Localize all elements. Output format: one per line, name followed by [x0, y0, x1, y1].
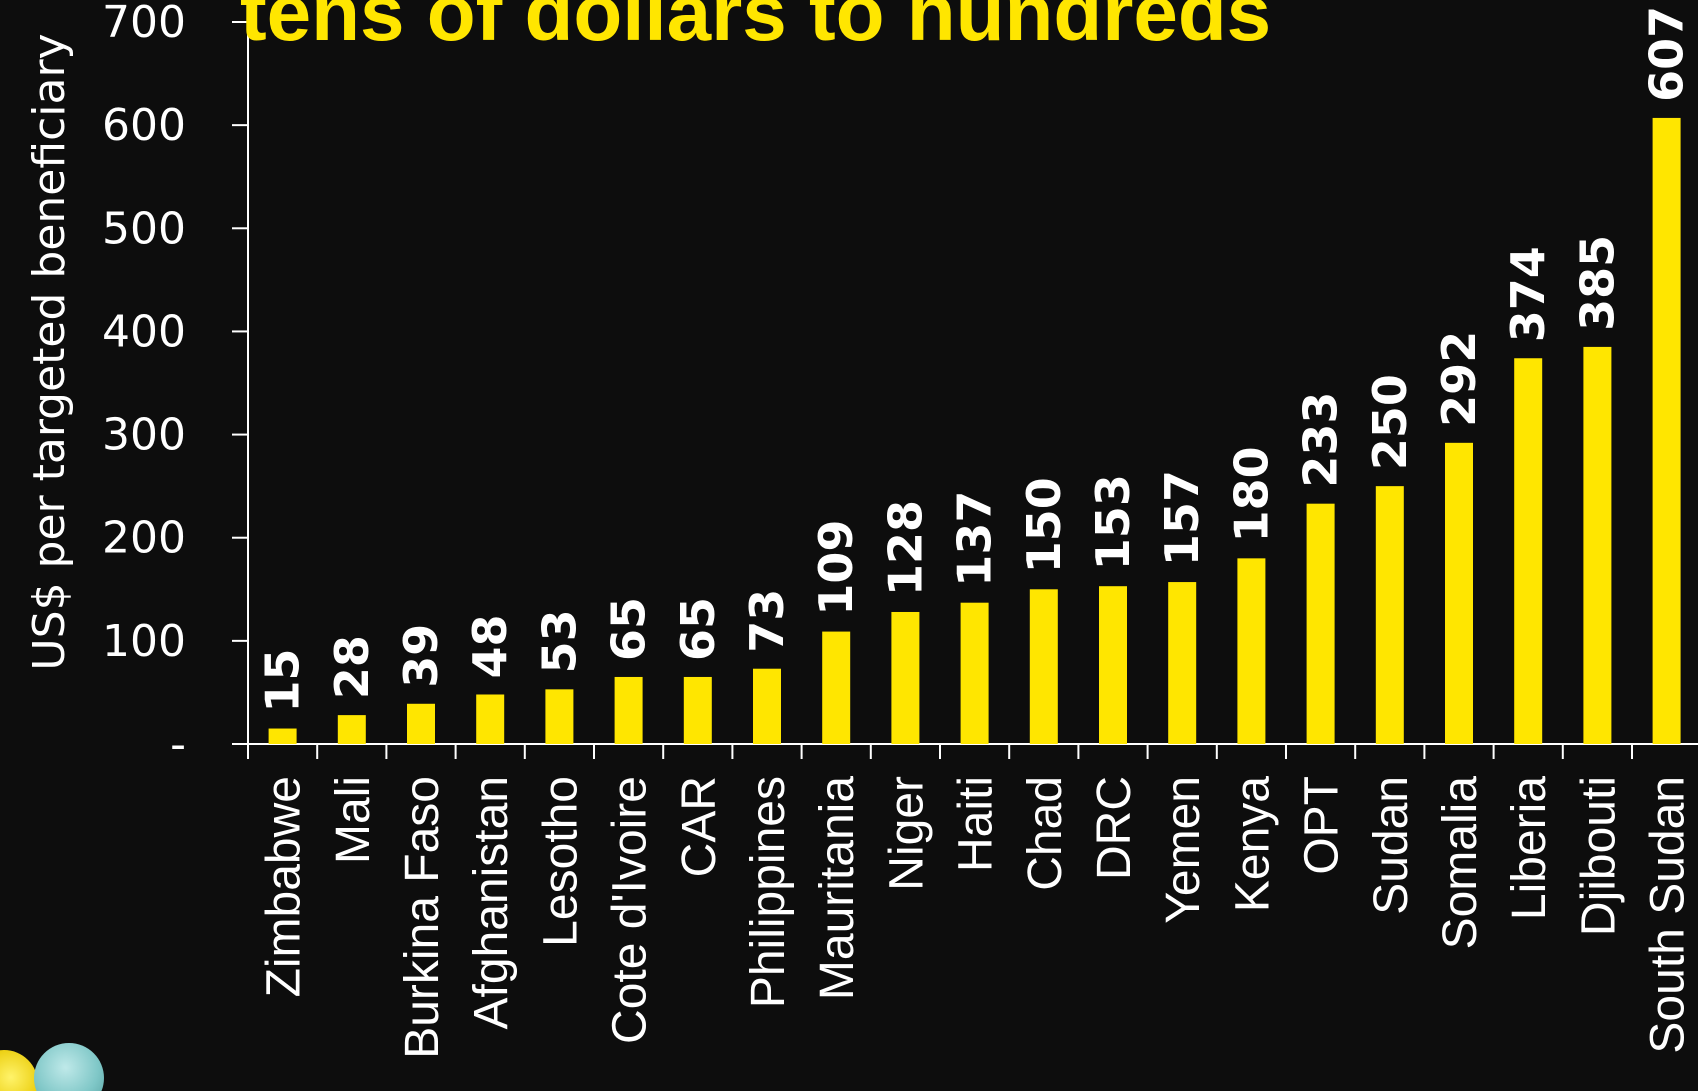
- bar: [1445, 442, 1473, 744]
- category-label: Djibouti: [1572, 776, 1625, 936]
- data-label: 73: [740, 589, 794, 653]
- logo-yellow-circle: [0, 1050, 38, 1091]
- logo-teal-circle: [34, 1043, 104, 1091]
- data-label: 137: [948, 491, 1002, 587]
- y-tick-label: 200: [102, 513, 186, 564]
- data-label: 233: [1294, 392, 1348, 488]
- data-label: 28: [325, 635, 379, 699]
- data-label: 48: [463, 614, 517, 678]
- category-label: Yemen: [1157, 776, 1210, 924]
- headline: tens of dollars to hundreds: [240, 0, 1272, 57]
- bar: [545, 689, 574, 744]
- data-label: 128: [878, 500, 932, 596]
- category-label: Sudan: [1365, 776, 1418, 915]
- logo: [0, 1040, 110, 1091]
- category-label: Kenya: [1226, 776, 1279, 912]
- bar: [1514, 358, 1543, 744]
- bar: [683, 676, 712, 744]
- bar: [1583, 346, 1612, 744]
- category-label: Somalia: [1434, 776, 1487, 950]
- y-tick-label: 100: [102, 616, 186, 667]
- bar: [268, 728, 297, 744]
- y-tick-label: 300: [102, 410, 186, 461]
- category-label: Haiti: [950, 776, 1003, 872]
- category-label: CAR: [673, 776, 726, 877]
- category-label: South Sudan: [1642, 776, 1695, 1054]
- bar: [476, 694, 505, 744]
- bar: [614, 676, 643, 744]
- bar: [407, 703, 435, 744]
- category-label: Mauritania: [811, 776, 864, 1000]
- y-tick-label: 500: [102, 203, 186, 254]
- category-label: Burkina Faso: [396, 776, 449, 1059]
- bar: [1099, 586, 1127, 744]
- bar: [1306, 503, 1335, 744]
- bar: [753, 668, 781, 744]
- bars: [268, 117, 1681, 745]
- data-label: 39: [394, 624, 448, 688]
- bar: [822, 631, 851, 744]
- category-label: Cote d'Ivoire: [604, 776, 657, 1044]
- data-label: 15: [256, 649, 310, 713]
- data-label: 153: [1086, 474, 1140, 570]
- bar: [337, 715, 366, 744]
- category-label: OPT: [1296, 776, 1349, 875]
- category-label: Philippines: [742, 776, 795, 1008]
- y-axis: - 100 200 300 400 500 600 700: [102, 0, 249, 770]
- category-label: Lesotho: [534, 776, 587, 947]
- bar: [891, 611, 920, 744]
- category-label: Mali: [327, 776, 380, 864]
- data-label: 65: [602, 597, 656, 661]
- bar: [960, 602, 989, 744]
- data-label: 607: [1640, 6, 1694, 102]
- data-label: 374: [1501, 246, 1555, 342]
- category-label: DRC: [1088, 776, 1141, 880]
- category-label: Niger: [880, 776, 933, 891]
- y-tick-label: 600: [102, 100, 186, 151]
- data-label: 292: [1432, 331, 1486, 427]
- category-label: Zimbabwe: [258, 776, 311, 997]
- data-label: 250: [1363, 374, 1417, 470]
- y-tick-label: 700: [102, 0, 186, 48]
- bar: [1375, 486, 1404, 744]
- x-axis: Zimbabwe Mali Burkina Faso Afghanistan Lesot…: [247, 743, 1698, 1059]
- data-label: 150: [1017, 477, 1071, 573]
- data-label: 180: [1224, 446, 1278, 542]
- data-label: 53: [532, 609, 586, 673]
- y-axis-label: US$ per targeted beneficiary: [24, 33, 75, 670]
- bar: [1237, 558, 1266, 744]
- y-tick-label: -: [170, 719, 186, 770]
- bar: [1652, 117, 1681, 745]
- data-label: 385: [1570, 235, 1624, 331]
- data-label: 109: [809, 520, 863, 616]
- category-label: Afghanistan: [465, 776, 518, 1030]
- category-label: Chad: [1019, 776, 1072, 891]
- data-label: 65: [671, 597, 725, 661]
- bar: [1029, 589, 1058, 744]
- bar: [1168, 582, 1197, 744]
- y-tick-label: 400: [102, 306, 186, 357]
- category-label: Liberia: [1503, 776, 1556, 920]
- data-label: 157: [1155, 470, 1209, 566]
